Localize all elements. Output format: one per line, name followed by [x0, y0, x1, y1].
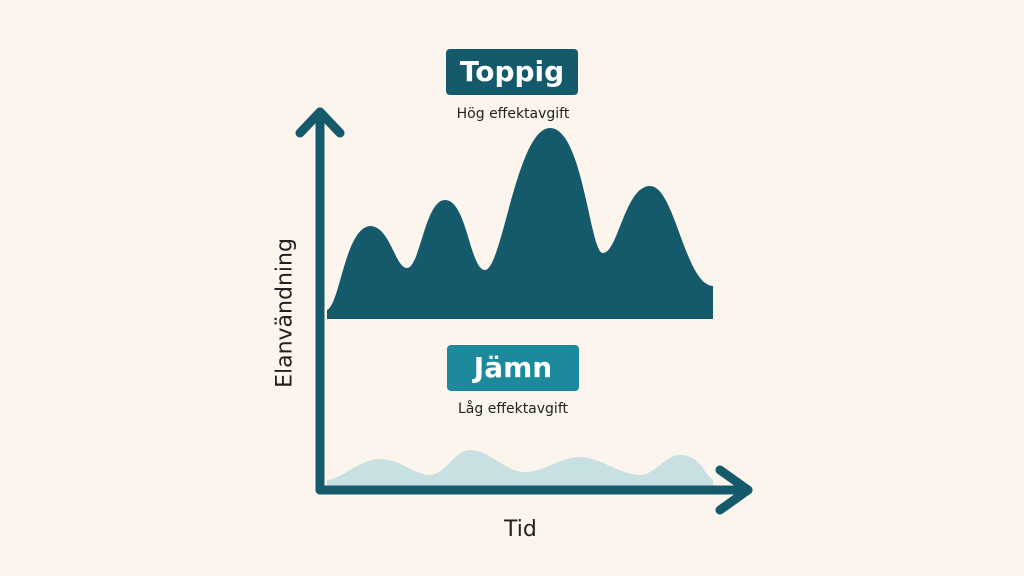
x-axis-label: Tid [504, 517, 537, 542]
flat-subtitle: Låg effektavgift [458, 401, 568, 417]
x-axis-arrowhead [715, 465, 753, 515]
flat-title-badge: Jämn [447, 345, 579, 391]
x-axis [315, 465, 753, 515]
y-axis [295, 107, 345, 495]
peaky-usage-area [327, 128, 713, 319]
y-axis-arrowhead [295, 107, 345, 138]
peaky-title-badge: Toppig [446, 49, 578, 95]
y-axis-label: Elanvändning [272, 238, 298, 388]
peaky-subtitle: Hög effektavgift [456, 106, 570, 122]
flat-usage-area [327, 450, 713, 486]
